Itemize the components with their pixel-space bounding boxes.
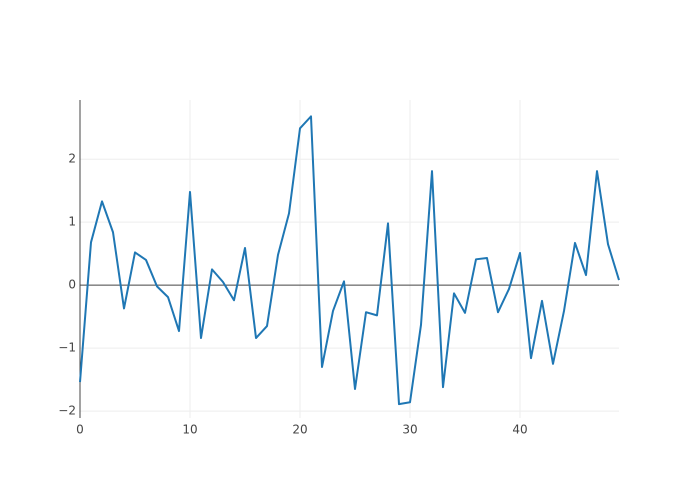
x-tick-label: 40 (512, 423, 527, 437)
x-tick-label: 0 (76, 423, 84, 437)
y-tick-label: 1 (68, 215, 76, 229)
y-tick-label: −1 (58, 341, 76, 355)
x-tick-label: 10 (182, 423, 197, 437)
y-tick-label: 2 (68, 152, 76, 166)
y-tick-label: −2 (58, 404, 76, 418)
y-tick-label: 0 (68, 278, 76, 292)
x-tick-label: 20 (292, 423, 307, 437)
data-line (79, 115, 620, 406)
x-tick-label: 30 (402, 423, 417, 437)
